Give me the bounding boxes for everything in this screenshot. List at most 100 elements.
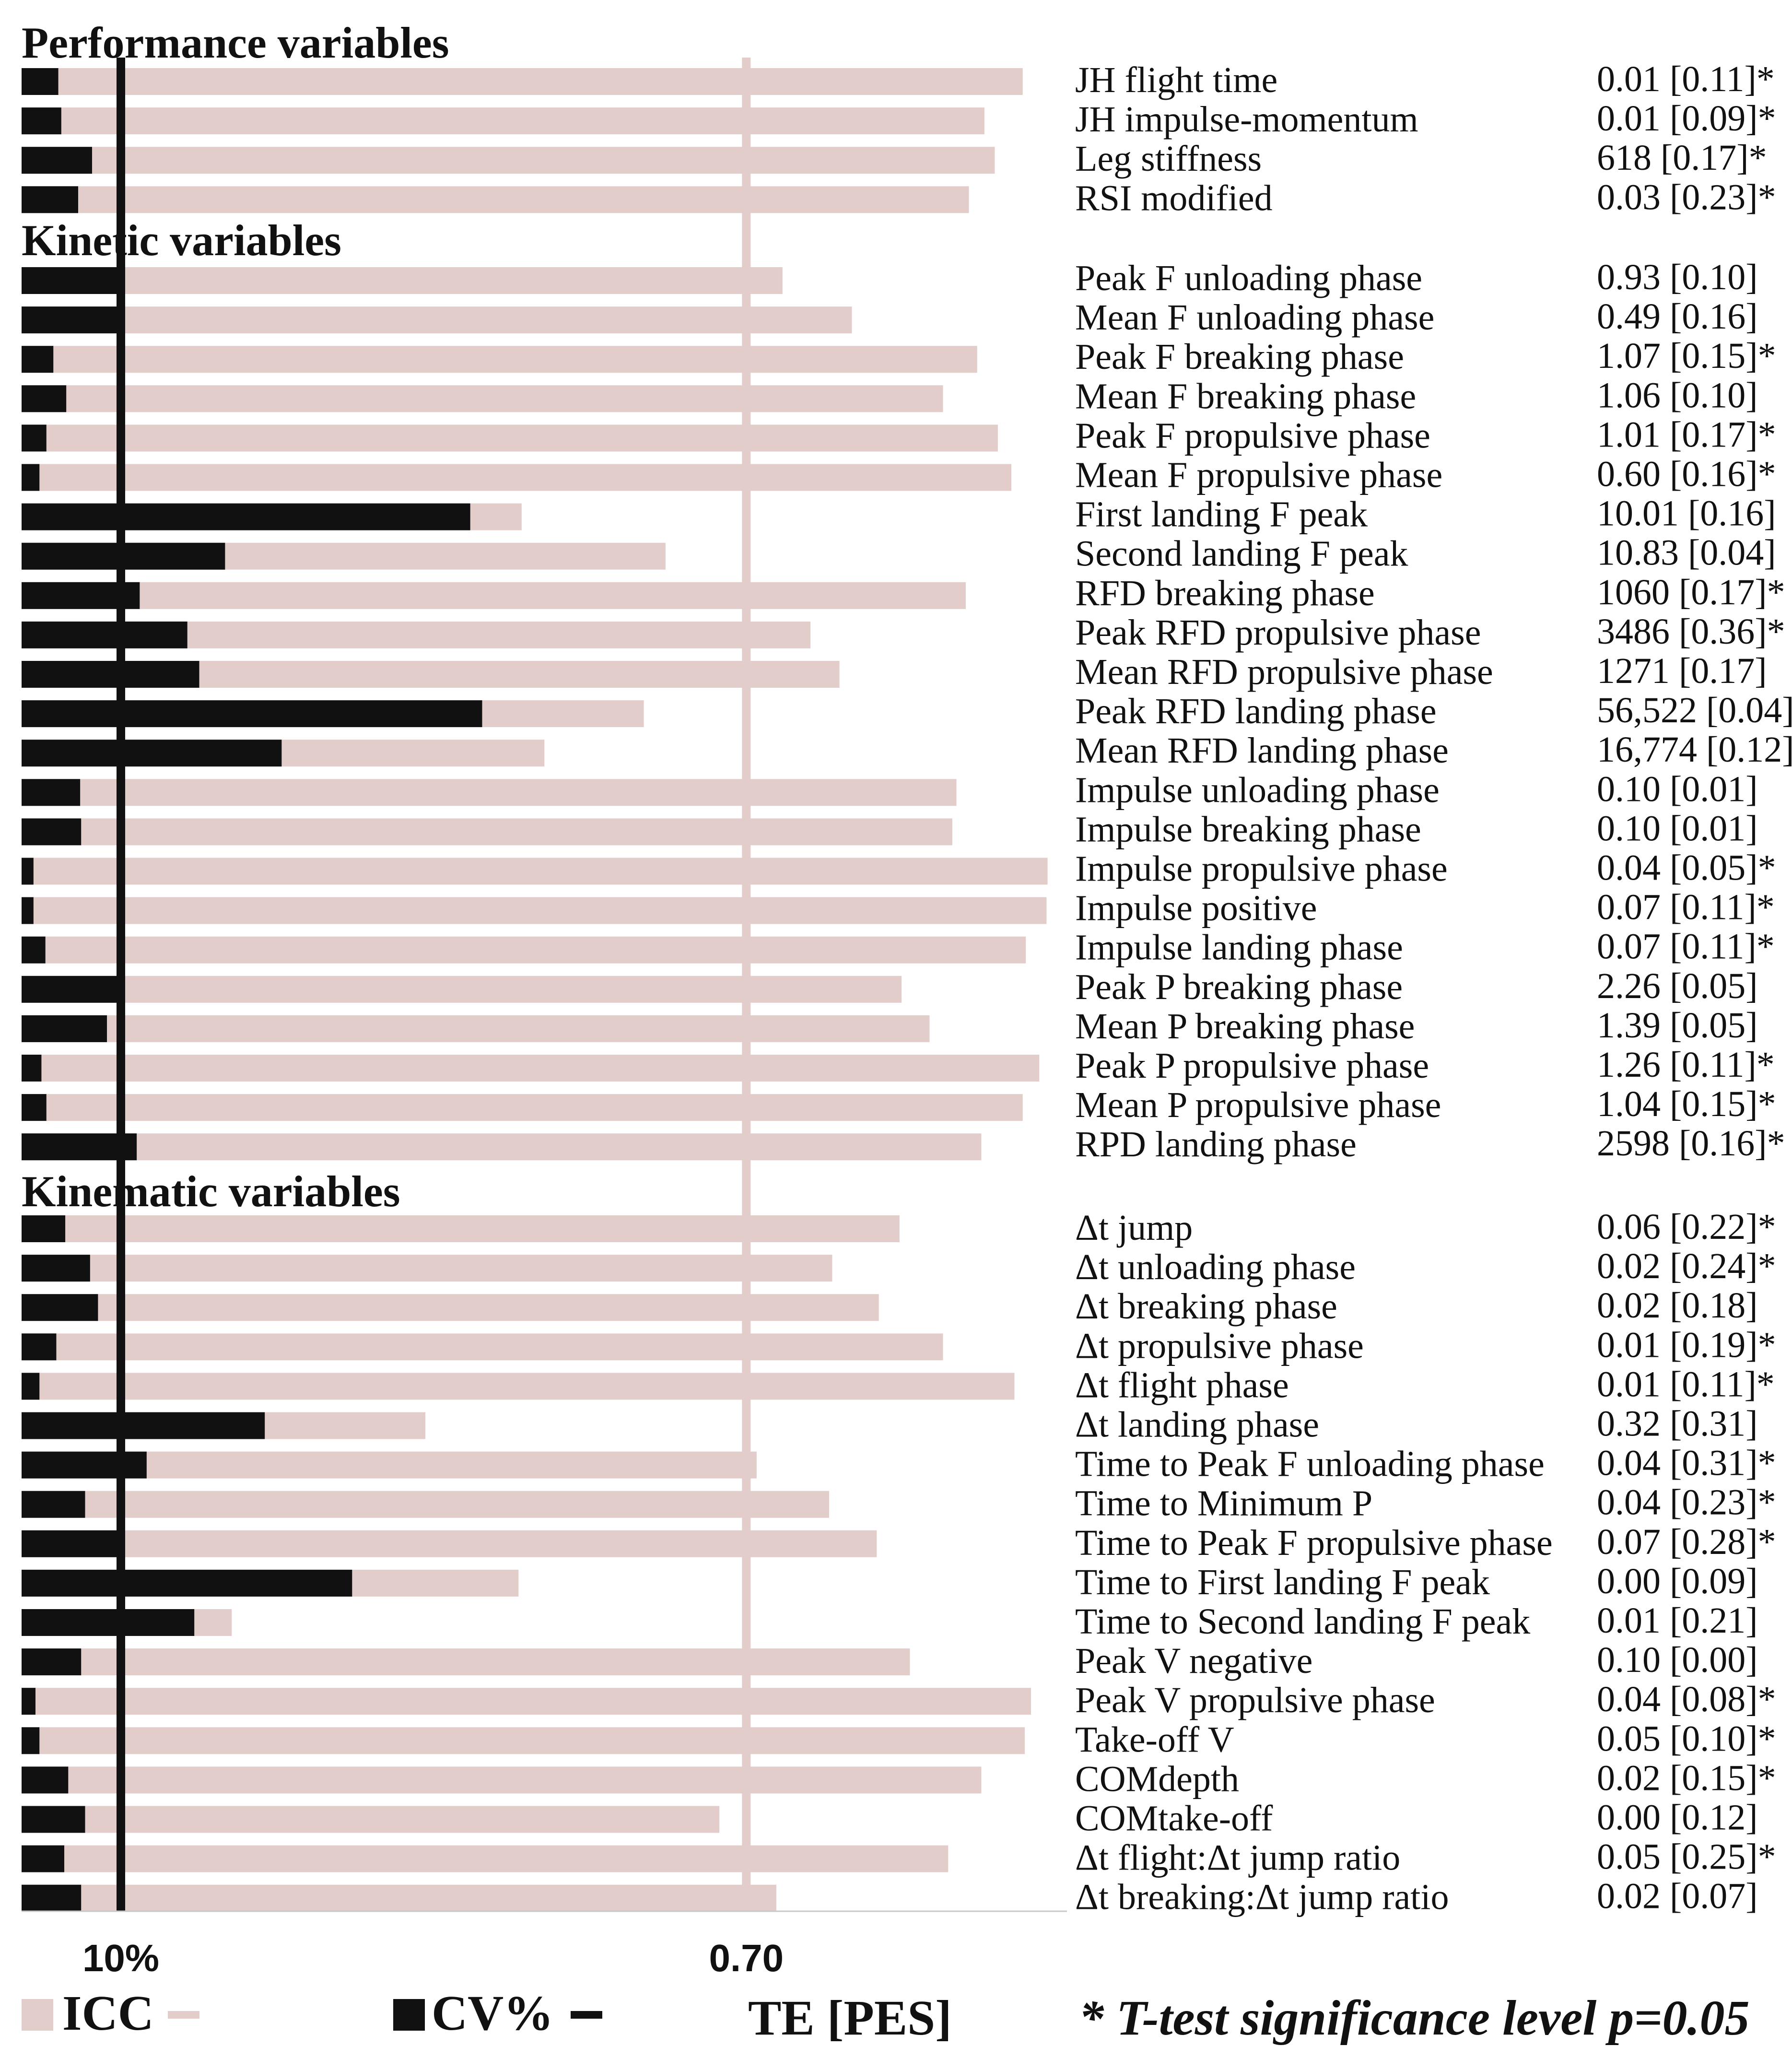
cv-bar: [22, 1333, 57, 1361]
cv-bar: [22, 936, 46, 964]
cv-bar: [22, 1451, 147, 1479]
legend-icc-line: [168, 2011, 199, 2019]
variable-label: Time to Peak F propulsive phase: [1075, 1523, 1553, 1563]
variable-label: Mean P propulsive phase: [1075, 1085, 1441, 1125]
te-value: 1.01 [0.17]*: [1597, 414, 1776, 455]
legend-cv-line: [571, 2011, 602, 2019]
te-value: 56,522 [0.04]: [1597, 690, 1792, 730]
cv-bar: [22, 1412, 265, 1439]
variable-label: RFD breaking phase: [1075, 573, 1375, 613]
icc-bar: [22, 779, 957, 806]
te-value: 0.01 [0.11]*: [1597, 1364, 1775, 1404]
te-value: 0.01 [0.09]*: [1597, 98, 1776, 139]
variable-label: Time to First landing F peak: [1075, 1562, 1490, 1602]
variable-label: Peak V negative: [1075, 1641, 1312, 1681]
variable-label: Peak F unloading phase: [1075, 258, 1422, 298]
cv-bar: [22, 897, 34, 924]
cv-bar: [22, 1884, 82, 1912]
te-value: 0.01 [0.21]: [1597, 1600, 1758, 1641]
icc-bar: [22, 582, 966, 609]
icc-bar: [22, 1766, 982, 1794]
variable-label: Mean P breaking phase: [1075, 1006, 1415, 1047]
cv-bar: [22, 1094, 47, 1121]
icc-bar: [22, 936, 1026, 964]
icc-bar: [22, 1648, 910, 1676]
icc-bar: [22, 346, 977, 373]
icc-bar: [22, 1845, 949, 1872]
te-value: 0.07 [0.11]*: [1597, 927, 1775, 967]
cv-bar: [22, 1055, 42, 1082]
variable-label: Δt flight phase: [1075, 1365, 1289, 1405]
icc-bar: [22, 818, 952, 846]
icc-bar: [22, 464, 1012, 491]
cv-bar: [22, 1491, 85, 1518]
variable-label: Δt landing phase: [1075, 1405, 1319, 1445]
variable-label: JH flight time: [1075, 60, 1277, 100]
te-value: 0.10 [0.00]: [1597, 1640, 1758, 1680]
legend-te-label: TE [PES]: [748, 1990, 952, 2046]
cv-bar: [22, 740, 282, 767]
legend: ICC CV% TE [PES] * T-test significance leve…: [22, 1986, 1750, 2046]
icc-bar: [22, 858, 1048, 885]
te-value: 1.04 [0.15]*: [1597, 1084, 1776, 1124]
te-value: 0.05 [0.25]*: [1597, 1837, 1776, 1877]
variable-label: Δt breaking phase: [1075, 1286, 1337, 1327]
te-value: 10.01 [0.16]: [1597, 494, 1776, 534]
cv-bar: [22, 1727, 40, 1754]
te-value: 0.93 [0.10]: [1597, 257, 1758, 297]
te-value: 1060 [0.17]*: [1597, 572, 1785, 612]
legend-icc-label: ICC: [62, 1986, 154, 2041]
te-value: 0.03 [0.23]*: [1597, 177, 1776, 217]
te-value: 0.60 [0.16]*: [1597, 454, 1776, 494]
variable-label: Second landing F peak: [1075, 534, 1408, 574]
icc-bar: [22, 306, 852, 334]
icc-bar: [22, 424, 998, 452]
variable-label: RPD landing phase: [1075, 1124, 1357, 1164]
variable-label: Peak V propulsive phase: [1075, 1680, 1435, 1720]
variable-label: Δt jump: [1075, 1208, 1193, 1248]
variable-label: First landing F peak: [1075, 494, 1368, 535]
cv-bar: [22, 464, 40, 491]
cv-bar: [22, 818, 82, 846]
cv-bar: [22, 1845, 65, 1872]
te-value: 0.02 [0.07]: [1597, 1876, 1758, 1917]
variable-label: Time to Peak F unloading phase: [1075, 1444, 1545, 1484]
cv-bar: [22, 267, 124, 294]
te-value: 0.05 [0.10]*: [1597, 1718, 1776, 1759]
variable-label: Δt flight:Δt jump ratio: [1075, 1838, 1400, 1878]
icc-bar: [22, 1294, 879, 1321]
variable-label: Peak F propulsive phase: [1075, 415, 1430, 456]
te-value: 16,774 [0.12]: [1597, 729, 1792, 770]
variable-label: Impulse landing phase: [1075, 928, 1403, 968]
te-value: 2.26 [0.05]: [1597, 966, 1758, 1006]
te-value: 1.07 [0.15]*: [1597, 336, 1776, 376]
variable-label: Mean F unloading phase: [1075, 297, 1434, 338]
variable-label: Δt propulsive phase: [1075, 1326, 1364, 1366]
cv-bar: [22, 1373, 40, 1400]
te-value: 0.04 [0.05]*: [1597, 848, 1776, 888]
variable-label: Mean RFD landing phase: [1075, 730, 1449, 771]
section-title: Kinematic variables: [22, 1167, 400, 1216]
te-value: 618 [0.17]*: [1597, 138, 1767, 178]
te-value: 0.02 [0.18]: [1597, 1285, 1758, 1326]
labels-layer: Performance variables JH flight time 0.01 …: [22, 18, 1792, 1917]
section-title: Kinetic variables: [22, 216, 341, 265]
bars-layer: [22, 68, 1048, 1912]
icc-bar: [22, 1094, 1023, 1121]
te-value: 0.04 [0.08]*: [1597, 1679, 1776, 1719]
cv-bar: [22, 1648, 82, 1676]
cv-bar: [22, 858, 34, 885]
variable-label: Take-off V: [1075, 1719, 1234, 1760]
cv-bar: [22, 68, 59, 95]
icc-tick-label: 0.70: [709, 1937, 784, 1979]
cv-bar: [22, 186, 78, 213]
icc-bar: [22, 147, 995, 174]
section-title: Performance variables: [22, 18, 449, 67]
cv-bar: [22, 306, 124, 334]
cv-bar: [22, 424, 47, 452]
cv-bar: [22, 1609, 195, 1636]
variable-label: Peak RFD propulsive phase: [1075, 612, 1481, 653]
icc-bar: [22, 267, 783, 294]
